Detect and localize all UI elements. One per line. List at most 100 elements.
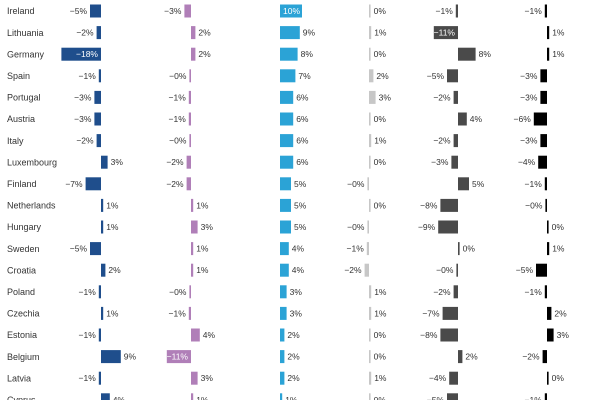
bar: [98, 328, 101, 342]
bar: [447, 393, 458, 400]
data-label: 3%: [290, 308, 303, 318]
bar: [191, 371, 198, 385]
data-label: −3%: [520, 136, 538, 146]
data-label: 1%: [106, 308, 119, 318]
data-label: 1%: [196, 265, 209, 275]
bar: [449, 371, 458, 385]
data-label: 1%: [196, 200, 209, 210]
data-label: 3%: [111, 157, 124, 167]
bar: [547, 306, 552, 320]
data-label: 8%: [301, 49, 314, 59]
bar: [547, 242, 550, 256]
bar: [547, 220, 549, 234]
bar: [101, 350, 121, 364]
bar: [61, 47, 101, 61]
data-label: 0%: [374, 330, 387, 340]
bar: [458, 47, 476, 61]
bar: [191, 393, 194, 400]
bar: [540, 69, 547, 83]
country-label: Netherlands: [7, 201, 56, 211]
data-label: 0%: [374, 114, 387, 124]
data-label: −1%: [169, 308, 187, 318]
data-label: 1%: [196, 395, 209, 400]
data-label: −1%: [79, 373, 97, 383]
country-label: Cyprus: [7, 395, 36, 400]
bar: [280, 155, 294, 169]
data-label: 0%: [374, 157, 387, 167]
bar: [280, 26, 300, 40]
bar: [280, 220, 291, 234]
bar: [547, 371, 549, 385]
bar: [369, 112, 371, 126]
bar: [369, 350, 371, 364]
data-label: 2%: [108, 265, 121, 275]
data-label: −1%: [169, 114, 187, 124]
data-label: −3%: [164, 6, 182, 16]
data-label: 9%: [303, 28, 316, 38]
country-label: Estonia: [7, 330, 37, 340]
country-label: Hungary: [7, 222, 42, 232]
data-label: 0%: [374, 49, 387, 59]
country-label: Portugal: [7, 93, 41, 103]
bar: [191, 328, 200, 342]
bar: [191, 220, 198, 234]
bar: [455, 4, 458, 18]
data-label: −9%: [418, 222, 436, 232]
bar: [547, 47, 550, 61]
bar: [453, 134, 458, 148]
bar: [191, 263, 194, 277]
bar: [458, 242, 460, 256]
data-label: 5%: [472, 179, 485, 189]
data-label: 6%: [296, 157, 309, 167]
country-label: Sweden: [7, 244, 40, 254]
data-label: −7%: [65, 179, 83, 189]
data-label: −4%: [429, 373, 447, 383]
bar: [367, 220, 369, 234]
bar: [369, 90, 376, 104]
data-label: −8%: [420, 200, 438, 210]
bar: [188, 306, 191, 320]
bar: [547, 328, 554, 342]
data-label: −1%: [525, 395, 543, 400]
data-label: −6%: [514, 114, 532, 124]
bar: [369, 328, 371, 342]
data-label: −0%: [169, 287, 187, 297]
data-label: 0%: [374, 200, 387, 210]
country-label: Czechia: [7, 309, 40, 319]
bar: [542, 350, 547, 364]
bar: [191, 242, 194, 256]
data-label: −3%: [74, 92, 92, 102]
data-label: −2%: [76, 28, 94, 38]
data-label: −0%: [436, 265, 454, 275]
data-label: 3%: [557, 330, 570, 340]
data-label: 0%: [552, 222, 565, 232]
data-label: 1%: [374, 136, 387, 146]
bar: [189, 285, 191, 299]
data-label: 1%: [374, 373, 387, 383]
data-label: −2%: [166, 157, 184, 167]
bar: [166, 350, 191, 364]
bar: [442, 306, 458, 320]
data-label: −1%: [169, 92, 187, 102]
data-label: 2%: [554, 308, 567, 318]
bar: [458, 177, 469, 191]
data-label: 3%: [201, 222, 214, 232]
country-label: Croatia: [7, 265, 36, 275]
data-label: 10%: [283, 6, 300, 16]
bar: [533, 112, 547, 126]
bar: [536, 263, 547, 277]
country-label: Spain: [7, 71, 30, 81]
data-label: 3%: [201, 373, 214, 383]
data-label: 6%: [296, 114, 309, 124]
bar: [369, 285, 372, 299]
data-label: 5%: [294, 179, 307, 189]
bar: [366, 242, 369, 256]
data-label: 2%: [198, 49, 211, 59]
data-label: 1%: [374, 308, 387, 318]
bar: [369, 393, 371, 400]
bar: [540, 90, 547, 104]
bar: [453, 90, 458, 104]
bar: [98, 371, 101, 385]
bar: [96, 134, 101, 148]
